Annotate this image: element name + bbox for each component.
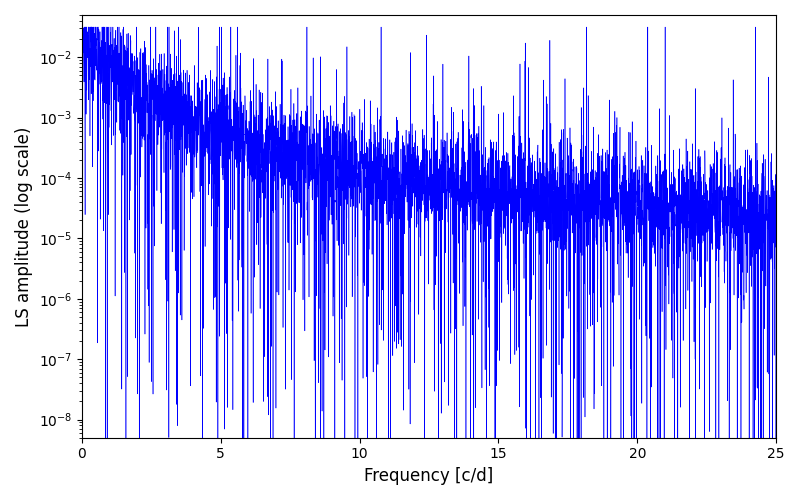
X-axis label: Frequency [c/d]: Frequency [c/d] (364, 467, 494, 485)
Y-axis label: LS amplitude (log scale): LS amplitude (log scale) (15, 126, 33, 326)
